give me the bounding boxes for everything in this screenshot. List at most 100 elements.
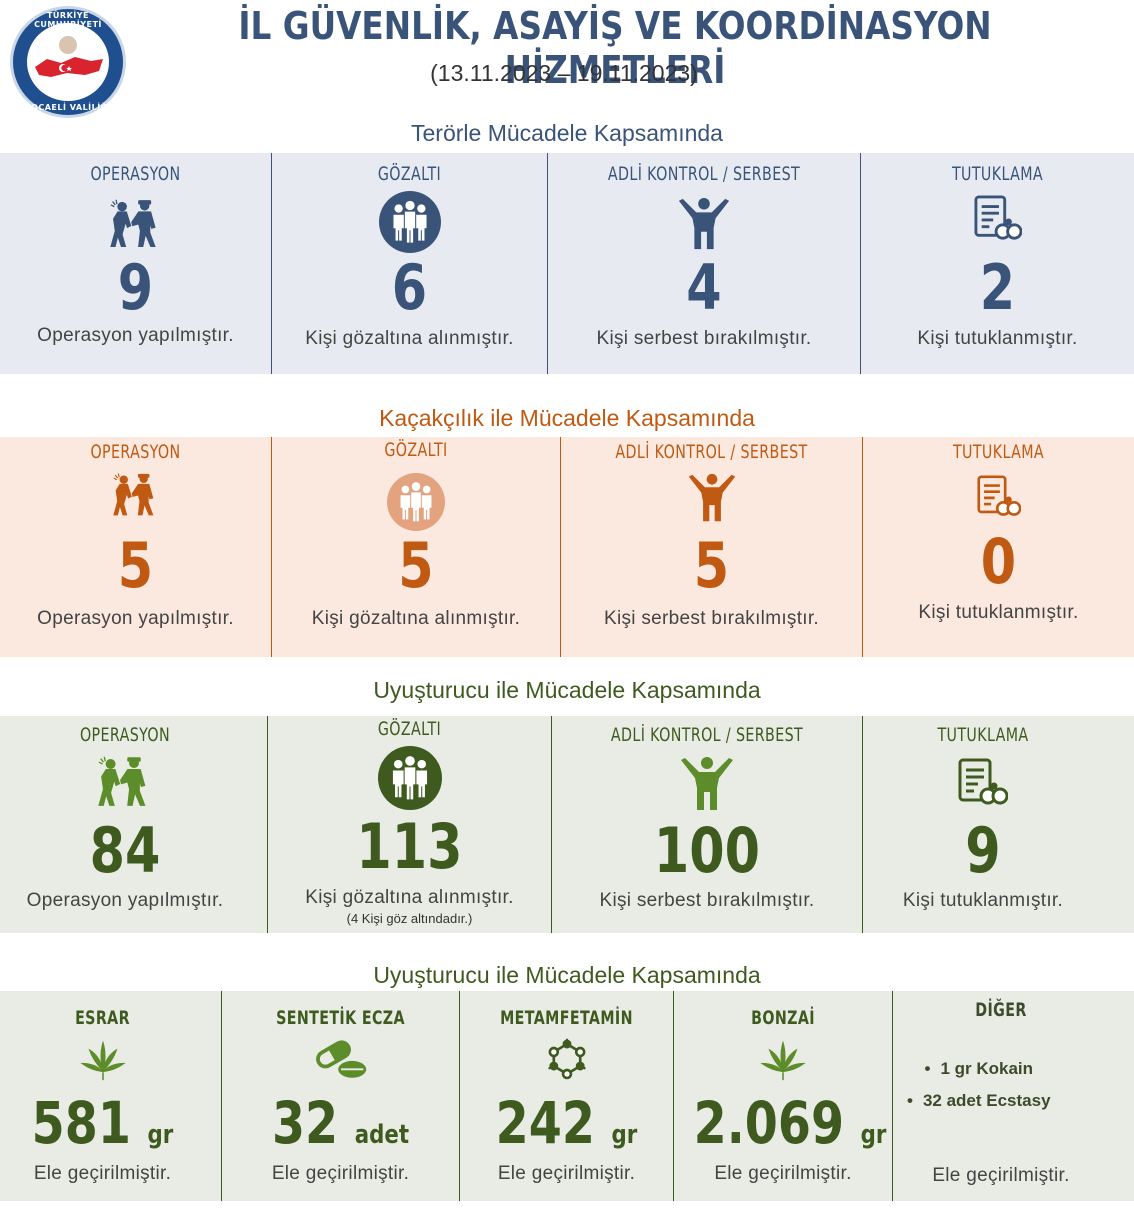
document-handcuff-icon bbox=[958, 758, 1008, 813]
molecule-icon bbox=[545, 1037, 589, 1086]
card-value-row: 242 gr bbox=[479, 1089, 654, 1157]
card-value: 84 bbox=[89, 814, 161, 887]
card-value: 5 bbox=[398, 529, 434, 602]
terror-gozalti-card: GÖZALTI 6 Kişi gözaltına alınmıştır. bbox=[272, 153, 547, 374]
column-divider bbox=[267, 716, 268, 933]
page-title: İL GÜVENLİK, ASAYİŞ VE KOORDİNASYON HİZM… bbox=[238, 4, 992, 92]
card-unit: gr bbox=[611, 1120, 638, 1150]
column-divider bbox=[892, 991, 893, 1201]
drug-section-title: Uyuşturucu ile Mücadele Kapsamında bbox=[373, 677, 761, 703]
card-description: Kişi gözaltına alınmıştır. bbox=[311, 608, 521, 629]
terror-section-title: Terörle Mücadele Kapsamında bbox=[411, 120, 723, 146]
drug-operasyon-card: OPERASYON 84 Operasyon yapılmıştır. bbox=[0, 716, 250, 933]
arrest-icon bbox=[113, 473, 159, 522]
seizure-sentetik-ecza-card: SENTETİK ECZA 32 adet Ele geçirilmiştir. bbox=[222, 991, 459, 1201]
smuggling-stats-band: OPERASYON 5 Operasyon yapılmıştır. GÖZAL… bbox=[0, 437, 1134, 657]
card-label: OPERASYON bbox=[90, 441, 181, 463]
drug-gozalti-card: GÖZALTI 113 Kişi gözaltına alınmıştır. (… bbox=[268, 716, 551, 933]
card-label: TUTUKLAMA bbox=[951, 163, 1044, 185]
drug-serbest-card: ADLİ KONTROL / SERBEST 100 Kişi serbest … bbox=[552, 716, 862, 933]
card-label: GÖZALTI bbox=[377, 718, 442, 740]
card-value: 100 bbox=[653, 814, 761, 887]
column-divider bbox=[271, 437, 272, 657]
smuggling-operasyon-card: OPERASYON 5 Operasyon yapılmıştır. bbox=[0, 437, 271, 657]
card-value: 5 bbox=[117, 529, 154, 602]
other-seizure-list: 1 gr Kokain 32 adet Ecstasy bbox=[907, 1059, 1051, 1123]
card-value: 9 bbox=[117, 251, 154, 324]
card-note: (4 Kişi göz altındadır.) bbox=[346, 911, 473, 926]
card-value: 4 bbox=[686, 251, 722, 324]
terror-serbest-card: ADLİ KONTROL / SERBEST 4 Kişi serbest bı… bbox=[548, 153, 860, 374]
arrest-icon bbox=[110, 199, 162, 254]
card-description: Operasyon yapılmıştır. bbox=[37, 325, 234, 346]
card-unit: adet bbox=[354, 1120, 410, 1150]
smuggling-serbest-card: ADLİ KONTROL / SERBEST 5 Kişi serbest bı… bbox=[561, 437, 862, 657]
smuggling-gozalti-card: GÖZALTI 5 Kişi gözaltına alınmıştır. bbox=[272, 437, 560, 657]
card-description: Operasyon yapılmıştır. bbox=[26, 890, 224, 911]
card-value: 2 bbox=[979, 251, 1016, 324]
card-value-row: 581 gr bbox=[18, 1089, 186, 1157]
logo-bottom-text: KOCAELİ VALİLİĞİ bbox=[24, 103, 112, 112]
freedom-icon bbox=[677, 197, 731, 256]
card-value: 6 bbox=[391, 251, 428, 324]
date-range: (13.11.2023 – 19.11.2023) bbox=[430, 60, 698, 86]
smuggling-tutuklama-card: TUTUKLAMA 0 Kişi tutuklanmıştır. bbox=[863, 437, 1134, 657]
card-description: Kişi tutuklanmıştır. bbox=[917, 328, 1078, 349]
drug-stats-band: OPERASYON 84 Operasyon yapılmıştır. GÖZA… bbox=[0, 716, 1134, 933]
card-label: ADLİ KONTROL / SERBEST bbox=[615, 441, 808, 463]
seizure-diger-card: DİĞER 1 gr Kokain 32 adet Ecstasy Ele ge… bbox=[893, 991, 1109, 1201]
card-value: 113 bbox=[356, 810, 463, 883]
column-divider bbox=[862, 716, 863, 933]
card-label: GÖZALTI bbox=[384, 439, 448, 461]
freedom-icon bbox=[679, 756, 735, 817]
card-value: 2.069 bbox=[693, 1089, 845, 1157]
card-description: Kişi gözaltına alınmıştır. bbox=[305, 887, 514, 908]
column-divider bbox=[221, 991, 222, 1201]
pills-icon bbox=[313, 1039, 369, 1086]
card-value: 32 bbox=[271, 1089, 339, 1157]
group-icon bbox=[378, 746, 442, 815]
card-description: Kişi serbest bırakılmıştır. bbox=[599, 890, 815, 911]
cannabis-leaf-icon bbox=[80, 1041, 126, 1086]
card-value-row: 32 adet bbox=[243, 1089, 437, 1157]
seizure-bonzai-card: BONZAİ 2.069 gr Ele geçirilmiştir. bbox=[674, 991, 892, 1201]
cannabis-leaf-icon bbox=[760, 1041, 806, 1086]
card-label: METAMFETAMİN bbox=[500, 1007, 633, 1029]
card-unit: gr bbox=[147, 1120, 174, 1150]
document-handcuff-icon bbox=[974, 195, 1022, 248]
column-divider bbox=[551, 716, 552, 933]
card-label: SENTETİK ECZA bbox=[276, 1007, 405, 1029]
column-divider bbox=[673, 991, 674, 1201]
card-value: 581 bbox=[31, 1089, 131, 1157]
column-divider bbox=[560, 437, 561, 657]
seizure-esrar-card: ESRAR 581 gr Ele geçirilmiştir. bbox=[0, 991, 205, 1201]
card-unit: gr bbox=[860, 1120, 887, 1150]
card-value: 5 bbox=[693, 529, 730, 602]
column-divider bbox=[862, 437, 863, 657]
terror-operasyon-card: OPERASYON 9 Operasyon yapılmıştır. bbox=[0, 153, 271, 374]
document-handcuff-icon bbox=[977, 475, 1021, 524]
group-icon bbox=[387, 473, 445, 536]
group-icon bbox=[379, 191, 441, 258]
seizure-metamfetamin-card: METAMFETAMİN 242 gr Ele geçirilmiştir. bbox=[460, 991, 673, 1201]
card-label: OPERASYON bbox=[90, 163, 181, 185]
column-divider bbox=[860, 153, 861, 374]
card-label: ADLİ KONTROL / SERBEST bbox=[610, 724, 804, 746]
card-description: Kişi tutuklanmıştır. bbox=[918, 602, 1079, 623]
kocaeli-valiligi-logo: TÜRKİYE CUMHURİYETİ KOCAELİ VALİLİĞİ bbox=[10, 6, 126, 118]
card-label: DİĞER bbox=[975, 999, 1027, 1021]
card-value: 242 bbox=[495, 1089, 595, 1157]
card-label: OPERASYON bbox=[79, 724, 171, 746]
card-description: Ele geçirilmiştir. bbox=[714, 1163, 852, 1184]
card-description: Operasyon yapılmıştır. bbox=[37, 608, 234, 629]
column-divider bbox=[271, 153, 272, 374]
terror-stats-band: OPERASYON 9 Operasyon yapılmıştır. GÖZAL… bbox=[0, 153, 1134, 374]
card-value: 0 bbox=[980, 525, 1017, 598]
card-label: TUTUKLAMA bbox=[952, 441, 1045, 463]
card-label: ADLİ KONTROL / SERBEST bbox=[607, 163, 801, 185]
card-description: Ele geçirilmiştir. bbox=[33, 1163, 172, 1184]
drug-tutuklama-card: TUTUKLAMA 9 Kişi tutuklanmıştır. bbox=[863, 716, 1103, 933]
card-value: 9 bbox=[965, 814, 1001, 887]
card-description: Kişi serbest bırakılmıştır. bbox=[596, 328, 812, 349]
page-header: TÜRKİYE CUMHURİYETİ KOCAELİ VALİLİĞİ İL … bbox=[0, 0, 1134, 118]
